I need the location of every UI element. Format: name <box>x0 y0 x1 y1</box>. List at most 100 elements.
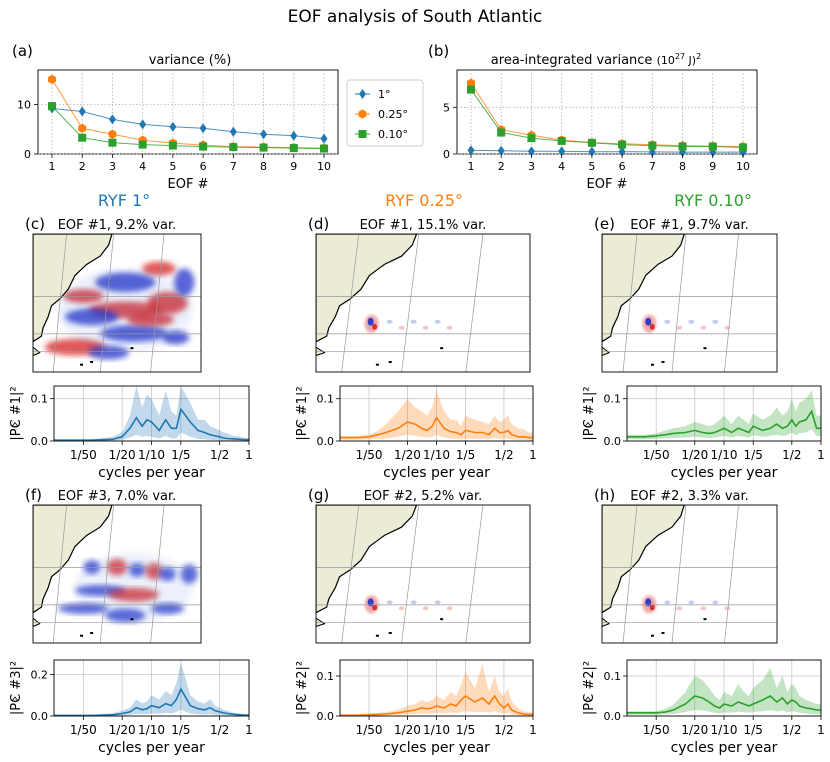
spectrum-ylabel-hat <box>297 421 305 427</box>
panel-b-series-line <box>470 149 743 153</box>
spectrum-panel-g-sp: 1/50 1/20 1/10 1/5 1/2 1 0.0 0.1 cycles per year… <box>295 659 537 756</box>
spectrum-line <box>627 695 821 714</box>
spectrum-xtick-label: 1/50 <box>643 448 670 462</box>
panel-b-series-point <box>588 146 596 157</box>
panel-b-xtick-label: 10 <box>736 160 750 173</box>
spectrum-ytick-label: 0.0 <box>317 435 335 448</box>
spectrum-confidence-band <box>340 664 533 716</box>
panel-b-series-point <box>587 138 596 147</box>
map-title-c: EOF #1, 9.2% var. <box>58 218 177 233</box>
eof-anomaly-speck <box>410 319 417 324</box>
spectrum-xtick-label: 1/50 <box>70 723 97 737</box>
map-meridian <box>671 505 687 643</box>
spectrum-ytick-label: 0.1 <box>604 670 622 683</box>
spectrum-ytick-label: 0.0 <box>317 710 335 723</box>
map-meridian <box>52 505 67 643</box>
panel-b-ytick-label: 0 <box>443 148 450 161</box>
spectrum-ytick-label: 0.0 <box>604 435 622 448</box>
panel-a-series-point <box>48 74 56 84</box>
eof-anomaly-speck <box>386 319 393 324</box>
island <box>80 634 84 637</box>
map-frame <box>315 233 531 373</box>
map-panel-c: (c) EOF #1, 9.2% var. <box>25 215 202 373</box>
map-meridian <box>150 234 165 372</box>
panel-b-series-point <box>527 134 536 143</box>
spectrum-ytick-label: 0.1 <box>604 393 622 406</box>
panel-b-series-point <box>618 146 626 157</box>
panel-label-g: (g) <box>308 486 329 504</box>
eof-anomaly-core <box>372 604 378 611</box>
spectrum-xtick-label: 1 <box>529 723 537 737</box>
island <box>440 618 444 621</box>
island <box>130 347 134 350</box>
panel-b-series-point <box>557 136 566 145</box>
island <box>703 618 707 621</box>
spectrum-ytick-label: 0.2 <box>31 669 49 682</box>
spectrum-panel-e-sp: 1/50 1/20 1/10 1/5 1/2 1 0.0 0.1 cycles per year… <box>582 385 825 481</box>
panel-a-xtick-label: 7 <box>230 160 237 173</box>
map-content <box>33 505 201 643</box>
panel-a-axes <box>37 69 339 155</box>
spectrum-confidence-band <box>54 386 249 441</box>
legend-box <box>346 79 424 147</box>
land-south-america <box>316 505 418 614</box>
column-title-1deg: RYF 1° <box>98 191 150 210</box>
island <box>388 360 392 363</box>
legend-marker <box>359 89 366 99</box>
figure-title: EOF analysis of South Atlantic <box>288 7 543 27</box>
eof-anomaly-speck <box>700 606 707 611</box>
spectrum-xtick-label: 1/10 <box>711 448 738 462</box>
map-meridian <box>99 505 114 643</box>
panel-a-series-point <box>108 114 116 125</box>
panel-a-xtick-label: 1 <box>49 160 56 173</box>
island <box>90 360 94 363</box>
panel-a-xtick-label: 6 <box>200 160 207 173</box>
eof-anomaly-speck <box>676 325 683 330</box>
map-content <box>316 505 530 643</box>
panel-a-series-point <box>139 119 147 130</box>
panel-b-series-point <box>708 142 717 151</box>
panel-a-series-point <box>78 106 86 117</box>
eof-anomaly-core <box>367 598 374 607</box>
panel-a-series-point <box>169 121 177 132</box>
panel-b-series-point <box>648 141 657 150</box>
panel-a-series-point <box>260 129 268 140</box>
spectrum-ytick-label: 0.1 <box>317 670 335 683</box>
map-meridian <box>341 505 360 643</box>
spectrum-ylabel: |PC #3|² <box>9 661 24 715</box>
spectrum-xtick-label: 1 <box>245 723 253 737</box>
map-meridian <box>401 234 420 372</box>
panel-b-xtick-label: 6 <box>619 160 626 173</box>
map-meridian <box>622 234 638 372</box>
spectrum-xtick-label: 1/20 <box>109 448 136 462</box>
spectrum-xtick-label: 1/2 <box>210 448 229 462</box>
panel-a-xlabel: EOF # <box>168 177 209 192</box>
eof-anomaly-haze <box>75 553 193 623</box>
legend: 1° 0.25° 0.10° <box>346 79 424 147</box>
panel-a-title: variance (%) <box>149 53 232 68</box>
eof-anomaly-core <box>367 317 374 326</box>
spectrum-xtick-label: 1/5 <box>744 448 763 462</box>
panel-a-series-point <box>78 123 87 133</box>
spectrum-ylabel: |PC #2|² <box>582 661 597 715</box>
map-panel-f: (f) EOF #3, 7.0% var. <box>25 486 202 644</box>
spectrum-xtick-label: 1/10 <box>423 723 450 737</box>
eof-anomaly-haze <box>58 268 193 352</box>
eof-anomaly-speck <box>712 319 719 324</box>
panel-b-axes <box>456 69 758 155</box>
panel-a-series-point <box>320 144 328 153</box>
map-title-e: EOF #1, 9.7% var. <box>630 218 749 233</box>
eof-anomaly-core <box>372 323 378 330</box>
eof-anomaly-speck <box>446 325 453 330</box>
spectrum-xtick-label: 1/5 <box>456 723 475 737</box>
island <box>80 363 84 366</box>
panel-a-series-point <box>229 126 237 137</box>
spectrum-xtick-label: 1 <box>817 723 825 737</box>
map-meridian <box>724 505 739 643</box>
spectrum-ytick-label: 0.0 <box>604 710 622 723</box>
panel-b-xtick-label: 3 <box>528 160 535 173</box>
legend-label: 0.25° <box>378 108 408 121</box>
map-meridian <box>671 234 687 372</box>
eof-anomaly-core <box>649 323 655 330</box>
spectrum-xtick-label: 1/20 <box>394 723 421 737</box>
